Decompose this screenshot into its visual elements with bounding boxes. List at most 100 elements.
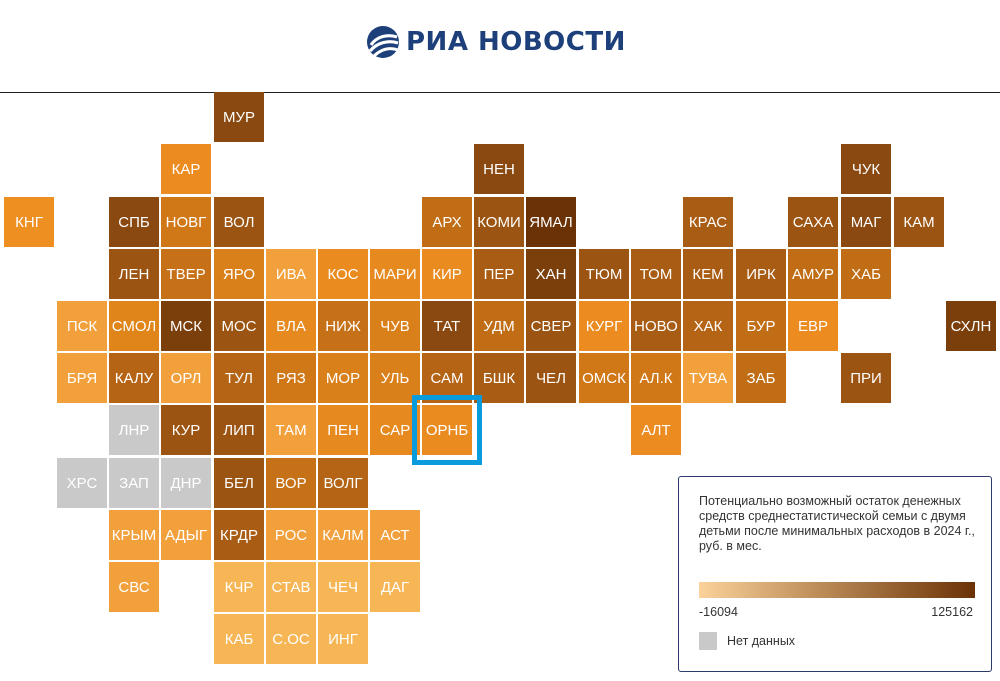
region-tile[interactable]: УЛЬ xyxy=(370,353,420,403)
region-tile[interactable]: ОМСК xyxy=(579,353,629,403)
region-tile[interactable]: ВОР xyxy=(266,458,316,508)
region-tile[interactable]: КЧР xyxy=(214,562,264,612)
logo-text: РИА НОВОСТИ xyxy=(406,27,626,57)
region-tile[interactable]: ИРК xyxy=(736,249,786,299)
region-tile[interactable]: ДАГ xyxy=(370,562,420,612)
region-tile[interactable]: КАБ xyxy=(214,614,264,664)
region-tile-label: ТУЛ xyxy=(224,369,254,387)
region-tile[interactable]: АЛ.К xyxy=(631,353,681,403)
region-tile[interactable]: ЗАБ xyxy=(736,353,786,403)
region-tile[interactable]: ТАТ xyxy=(422,301,472,351)
region-tile[interactable]: ИВА xyxy=(266,249,316,299)
region-tile[interactable]: ЕВР xyxy=(788,301,838,351)
region-tile[interactable]: СВС xyxy=(109,562,159,612)
region-tile[interactable]: КИР xyxy=(422,249,472,299)
region-tile[interactable]: КНГ xyxy=(4,197,54,247)
region-tile[interactable]: ЛИП xyxy=(214,405,264,455)
region-tile[interactable]: АМУР xyxy=(788,249,838,299)
region-tile[interactable]: НОВО xyxy=(631,301,681,351)
region-tile[interactable]: РЯЗ xyxy=(266,353,316,403)
region-tile-label: ЛИП xyxy=(223,421,255,439)
region-tile[interactable]: ВОЛГ xyxy=(318,458,368,508)
region-tile[interactable]: КУРГ xyxy=(579,301,629,351)
region-tile-label: ХАК xyxy=(693,317,723,335)
region-tile[interactable]: ОРНБ xyxy=(412,395,482,465)
region-tile[interactable]: КОС xyxy=(318,249,368,299)
region-tile[interactable]: ТУЛ xyxy=(214,353,264,403)
region-tile[interactable]: ИНГ xyxy=(318,614,368,664)
region-tile[interactable]: КАЛУ xyxy=(109,353,159,403)
region-tile[interactable]: САХА xyxy=(788,197,838,247)
region-tile[interactable]: АЛТ xyxy=(631,405,681,455)
region-tile-label: МАРИ xyxy=(373,265,417,283)
region-tile[interactable]: ТАМ xyxy=(266,405,316,455)
region-tile[interactable]: МАГ xyxy=(841,197,891,247)
region-tile[interactable]: ЧУВ xyxy=(370,301,420,351)
region-tile[interactable]: ТУВА xyxy=(683,353,733,403)
region-tile[interactable]: АРХ xyxy=(422,197,472,247)
region-tile[interactable]: САМ xyxy=(422,353,472,403)
region-tile-label: ТАМ xyxy=(275,421,307,439)
region-tile[interactable]: ВОЛ xyxy=(214,197,264,247)
region-tile[interactable]: КРДР xyxy=(214,510,264,560)
region-tile[interactable]: С.ОС xyxy=(266,614,316,664)
region-tile-label: АДЫГ xyxy=(164,526,208,544)
region-tile[interactable]: ХАН xyxy=(526,249,576,299)
region-tile[interactable]: СВЕР xyxy=(526,301,576,351)
region-tile[interactable]: ЯРО xyxy=(214,249,264,299)
region-tile[interactable]: ЧЕЛ xyxy=(526,353,576,403)
region-tile[interactable]: БУР xyxy=(736,301,786,351)
region-tile[interactable]: ТВЕР xyxy=(161,249,211,299)
region-tile[interactable]: КАМ xyxy=(894,197,944,247)
region-tile[interactable]: ДНР xyxy=(161,458,211,508)
region-tile[interactable]: ХАБ xyxy=(841,249,891,299)
region-tile[interactable]: ПЕР xyxy=(474,249,524,299)
ria-novosti-logo[interactable]: РИА НОВОСТИ xyxy=(366,24,626,60)
region-tile[interactable]: СПБ xyxy=(109,197,159,247)
region-tile[interactable]: АДЫГ xyxy=(161,510,211,560)
region-tile[interactable]: КРАС xyxy=(683,197,733,247)
region-tile[interactable]: РОС xyxy=(266,510,316,560)
region-tile[interactable]: ПРИ xyxy=(841,353,891,403)
region-tile[interactable]: КРЫМ xyxy=(109,510,159,560)
region-tile[interactable]: ЗАП xyxy=(109,458,159,508)
region-tile[interactable]: ПСК xyxy=(57,301,107,351)
region-tile[interactable]: КЕМ xyxy=(683,249,733,299)
region-tile-label: С.ОС xyxy=(272,630,310,648)
region-tile[interactable]: ХРС xyxy=(57,458,107,508)
region-tile[interactable]: КОМИ xyxy=(474,197,524,247)
region-tile[interactable]: УДМ xyxy=(474,301,524,351)
region-tile[interactable]: АСТ xyxy=(370,510,420,560)
region-tile[interactable]: ХАК xyxy=(683,301,733,351)
region-tile[interactable]: ЯМАЛ xyxy=(526,197,576,247)
legend-title: Потенциально возможный остаток денежных … xyxy=(699,494,975,553)
region-tile[interactable]: ПЕН xyxy=(318,405,368,455)
region-tile[interactable]: НИЖ xyxy=(318,301,368,351)
region-tile[interactable]: КАЛМ xyxy=(318,510,368,560)
region-tile[interactable]: ТОМ xyxy=(631,249,681,299)
region-tile[interactable]: СТАВ xyxy=(266,562,316,612)
region-tile[interactable]: ОРЛ xyxy=(161,353,211,403)
region-tile[interactable]: МАРИ xyxy=(370,249,420,299)
region-tile[interactable]: СХЛН xyxy=(946,301,996,351)
region-tile[interactable]: МОС xyxy=(214,301,264,351)
region-tile[interactable]: ЧУК xyxy=(841,144,891,194)
region-tile[interactable]: МОР xyxy=(318,353,368,403)
region-tile[interactable]: БШК xyxy=(474,353,524,403)
region-tile[interactable]: САР xyxy=(370,405,420,455)
region-tile[interactable]: ТЮМ xyxy=(579,249,629,299)
region-tile[interactable]: ВЛА xyxy=(266,301,316,351)
region-tile-label: ЯРО xyxy=(222,265,256,283)
region-tile[interactable]: БРЯ xyxy=(57,353,107,403)
region-tile[interactable]: НЕН xyxy=(474,144,524,194)
region-tile[interactable]: СМОЛ xyxy=(109,301,159,351)
region-tile[interactable]: МУР xyxy=(214,92,264,142)
region-tile[interactable]: БЕЛ xyxy=(214,458,264,508)
region-tile[interactable]: ЧЕЧ xyxy=(318,562,368,612)
region-tile[interactable]: КАР xyxy=(161,144,211,194)
region-tile[interactable]: МСК xyxy=(161,301,211,351)
region-tile[interactable]: КУР xyxy=(161,405,211,455)
region-tile[interactable]: НОВГ xyxy=(161,197,211,247)
region-tile[interactable]: ЛНР xyxy=(109,405,159,455)
region-tile[interactable]: ЛЕН xyxy=(109,249,159,299)
